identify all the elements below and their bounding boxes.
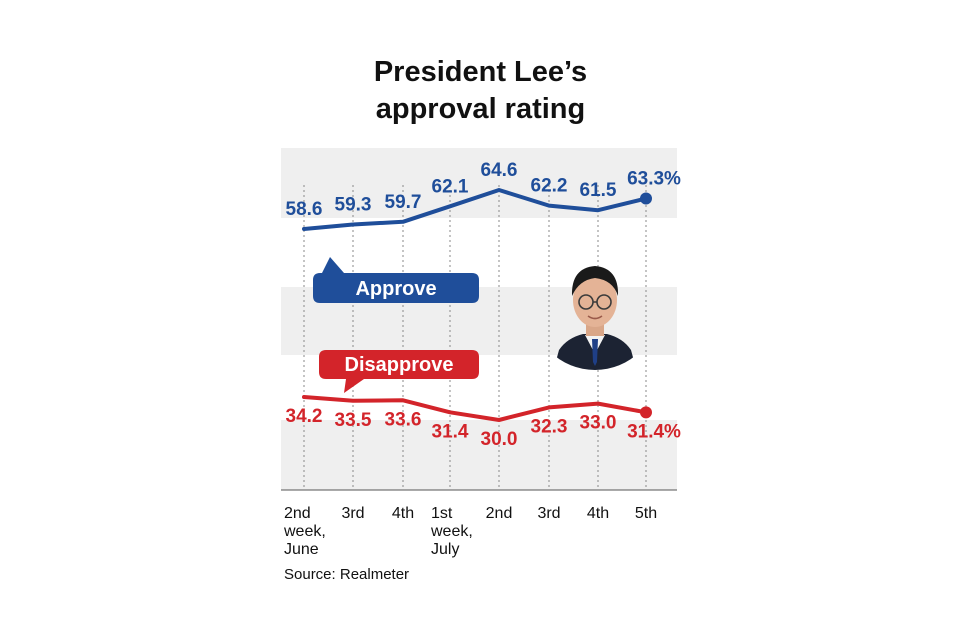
chart-title-line2: approval rating [375,93,586,125]
disapprove-line [302,395,648,422]
disapprove-data-label: 33.0 [580,413,617,434]
x-tick-label: 2nd [486,505,513,522]
approve-end-marker [640,192,652,205]
x-tick-label: 3rd [537,505,560,522]
legend-bubbles: Approve Disapprove [313,257,479,393]
x-tick-label: 4th [392,505,414,522]
disapprove-data-label: 33.5 [335,410,372,431]
disapprove-data-label: 31.4% [627,421,681,442]
approve-line [302,188,648,231]
president-portrait [553,266,637,370]
x-axis: 2nd week, June 3rd 4th 1st week, July 2nd 3rd 4th 5… [281,489,677,558]
disapprove-end-marker [640,406,652,419]
gridlines [303,185,647,490]
legend-disapprove-label: Disapprove [345,354,454,376]
approve-data-label: 63.3% [627,168,681,189]
series-layer: 58.6 59.3 59.7 62.1 64.6 62.2 61.5 63.3% 34.2 33.… [286,160,682,450]
x-tick-label: 1st week, July [430,505,473,558]
disapprove-data-label: 31.4 [432,421,469,442]
approve-data-label: 64.6 [481,160,518,181]
x-tick-label: 3rd [341,505,364,522]
legend-approve-label: Approve [355,278,436,300]
approve-data-label: 58.6 [286,199,323,220]
approve-data-label: 59.3 [335,194,372,215]
x-tick-label: 4th [587,505,609,522]
background-band [281,420,677,490]
disapprove-data-label: 34.2 [286,406,323,427]
disapprove-data-label: 33.6 [385,409,422,430]
chart-title: President Lee’s approval rating [0,54,961,128]
x-tick-label: 2nd week, June [283,505,326,558]
approve-data-label: 61.5 [580,180,617,201]
approve-bubble [313,257,479,303]
disapprove-data-label: 32.3 [531,416,568,437]
source-note: Source: Realmeter [284,566,410,583]
x-tick-label: 5th [635,505,657,522]
approve-data-label: 59.7 [385,192,422,213]
disapprove-data-label: 30.0 [481,429,518,450]
approve-data-label: 62.2 [531,176,568,197]
approve-data-label: 62.1 [432,176,469,197]
chart-title-line1: President Lee’s [373,56,588,88]
disapprove-bubble [319,350,479,393]
